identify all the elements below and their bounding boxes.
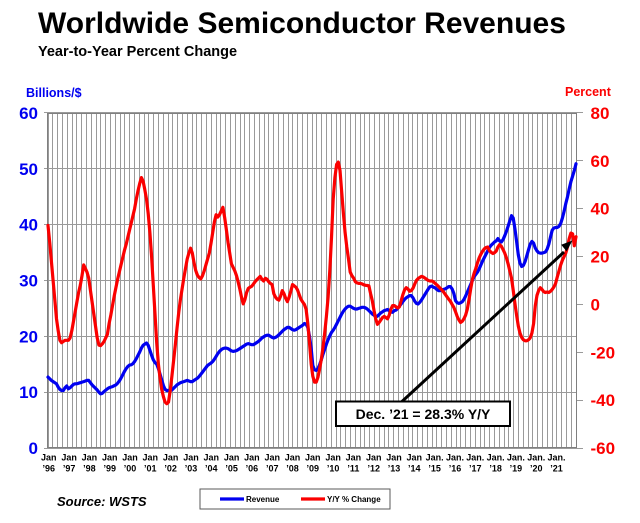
svg-text:60: 60 (591, 152, 610, 171)
svg-text:’02: ’02 (164, 464, 177, 474)
svg-text:Jan: Jan (41, 453, 57, 463)
svg-text:’03: ’03 (185, 464, 198, 474)
svg-text:Jan: Jan (82, 453, 98, 463)
svg-text:’19: ’19 (510, 464, 523, 474)
svg-text:-40: -40 (591, 391, 616, 410)
svg-text:0: 0 (29, 439, 38, 458)
svg-text:’14: ’14 (408, 464, 421, 474)
svg-text:’04: ’04 (205, 464, 218, 474)
svg-text:’11: ’11 (347, 464, 359, 474)
svg-text:Jan: Jan (285, 453, 301, 463)
svg-text:Jan: Jan (102, 453, 118, 463)
svg-text:Jan: Jan (407, 453, 423, 463)
svg-text:’18: ’18 (489, 464, 502, 474)
svg-text:Jan: Jan (163, 453, 179, 463)
svg-text:’17: ’17 (469, 464, 482, 474)
svg-text:Jan: Jan (305, 453, 321, 463)
svg-text:Worldwide Semiconductor Revenu: Worldwide Semiconductor Revenues (38, 7, 566, 40)
svg-text:Jan: Jan (325, 453, 341, 463)
svg-text:’15: ’15 (428, 464, 441, 474)
svg-text:Billions/$: Billions/$ (26, 86, 82, 100)
svg-text:Jan.: Jan. (426, 453, 444, 463)
svg-text:Jan: Jan (183, 453, 199, 463)
svg-text:30: 30 (19, 272, 38, 291)
svg-text:’99: ’99 (103, 464, 116, 474)
svg-text:’06: ’06 (246, 464, 259, 474)
svg-text:’00: ’00 (124, 464, 137, 474)
svg-text:’21: ’21 (550, 464, 563, 474)
svg-text:20: 20 (591, 248, 610, 267)
svg-text:60: 60 (19, 104, 38, 123)
svg-text:40: 40 (591, 200, 610, 219)
svg-text:Jan: Jan (264, 453, 280, 463)
svg-text:-20: -20 (591, 343, 616, 362)
svg-text:50: 50 (19, 160, 38, 179)
svg-text:Y/Y % Change: Y/Y % Change (327, 495, 381, 504)
svg-text:Source: WSTS: Source: WSTS (57, 494, 147, 509)
svg-text:Jan: Jan (204, 453, 220, 463)
svg-text:’97: ’97 (63, 464, 76, 474)
svg-text:’08: ’08 (286, 464, 299, 474)
svg-text:10: 10 (19, 383, 38, 402)
svg-text:Revenue: Revenue (246, 495, 280, 504)
svg-text:Jan.: Jan. (507, 453, 525, 463)
svg-text:’07: ’07 (266, 464, 279, 474)
svg-text:’20: ’20 (530, 464, 543, 474)
svg-text:80: 80 (591, 104, 610, 123)
svg-text:Year-to-Year Percent Change: Year-to-Year Percent Change (38, 44, 237, 60)
svg-text:Jan: Jan (61, 453, 77, 463)
svg-text:Jan: Jan (143, 453, 159, 463)
svg-text:’01: ’01 (144, 464, 157, 474)
svg-text:0: 0 (591, 295, 600, 314)
svg-text:’10: ’10 (327, 464, 340, 474)
svg-text:’16: ’16 (449, 464, 462, 474)
svg-text:’05: ’05 (225, 464, 238, 474)
svg-text:Dec. ’21 = 28.3% Y/Y: Dec. ’21 = 28.3% Y/Y (356, 406, 491, 422)
svg-text:Jan: Jan (346, 453, 362, 463)
svg-text:Jan: Jan (244, 453, 260, 463)
svg-text:’09: ’09 (307, 464, 320, 474)
svg-text:’98: ’98 (83, 464, 96, 474)
svg-text:Jan.: Jan. (547, 453, 565, 463)
svg-text:Jan: Jan (366, 453, 382, 463)
svg-text:Jan: Jan (224, 453, 240, 463)
svg-text:’13: ’13 (388, 464, 401, 474)
svg-text:20: 20 (19, 327, 38, 346)
svg-text:Jan.: Jan. (466, 453, 484, 463)
svg-text:’96: ’96 (43, 464, 56, 474)
svg-text:Jan.: Jan. (527, 453, 545, 463)
svg-text:Jan: Jan (122, 453, 138, 463)
svg-text:40: 40 (19, 216, 38, 235)
svg-text:Jan: Jan (386, 453, 402, 463)
svg-text:-60: -60 (591, 439, 616, 458)
svg-text:Jan.: Jan. (446, 453, 464, 463)
svg-text:Jan.: Jan. (487, 453, 505, 463)
svg-text:Percent: Percent (565, 85, 612, 99)
svg-text:’12: ’12 (367, 464, 380, 474)
